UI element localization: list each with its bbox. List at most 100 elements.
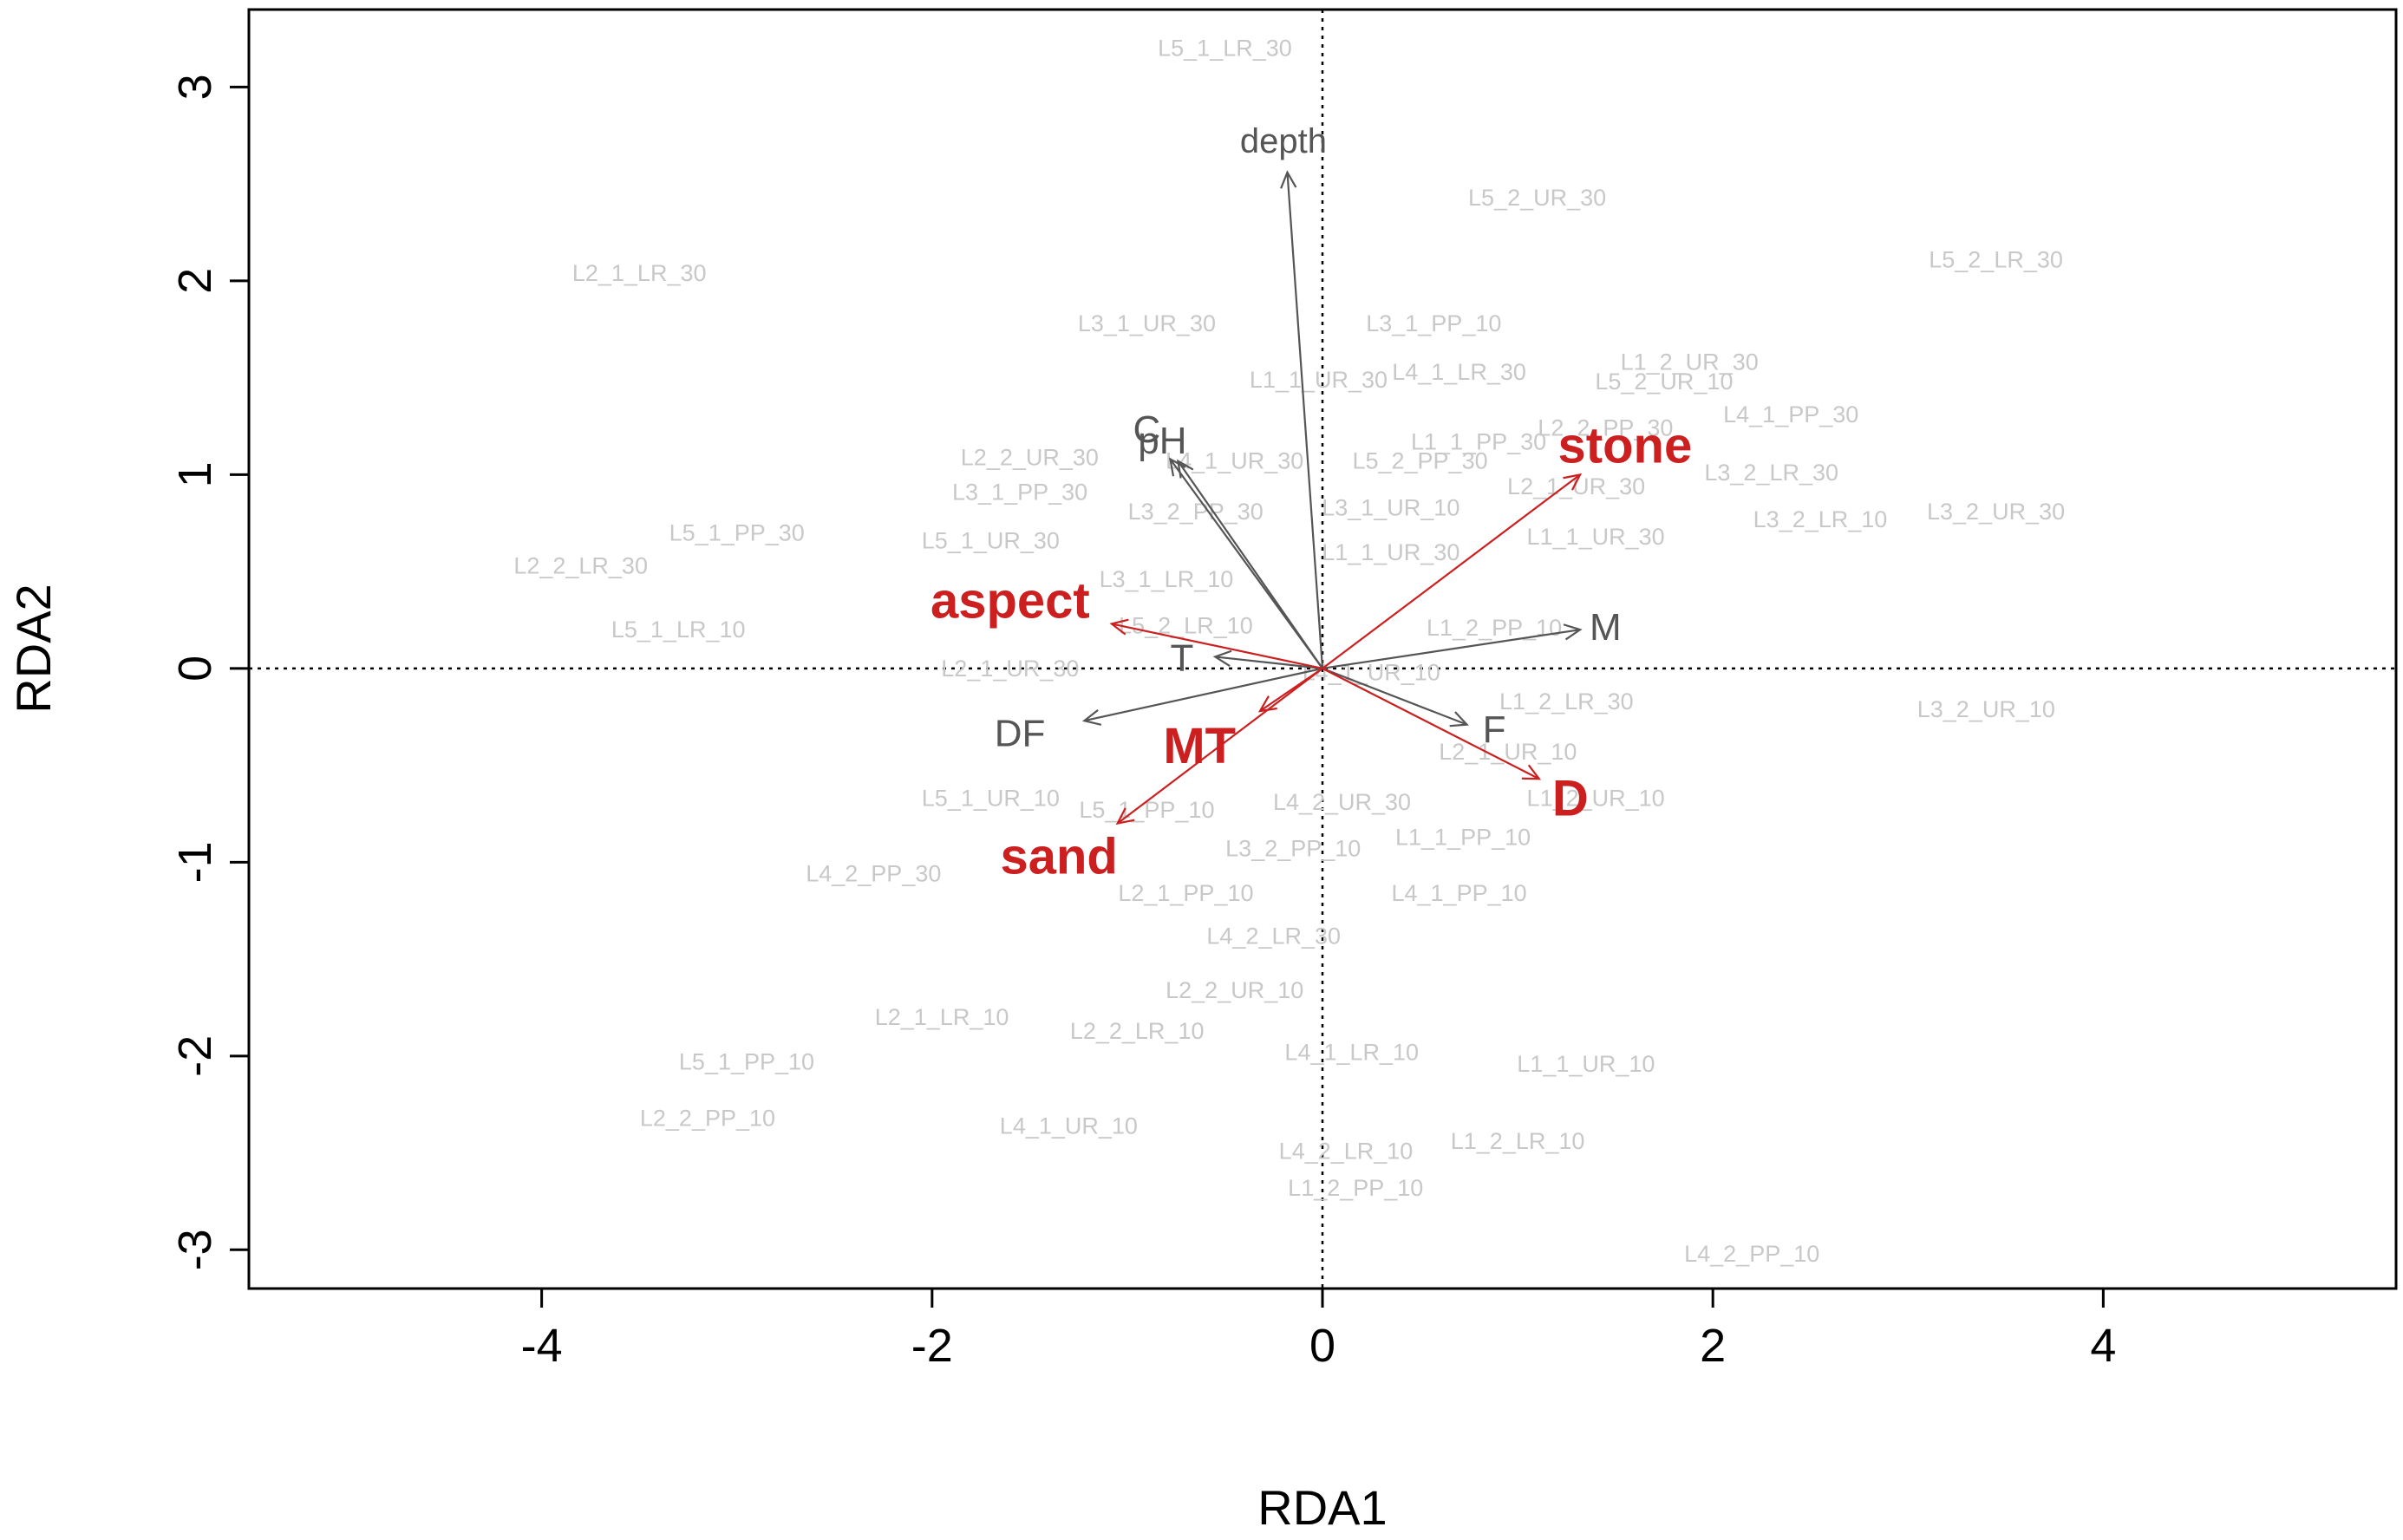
site-label: L5_1_PP_10	[679, 1049, 814, 1075]
site-label: L5_2_UR_30	[1468, 185, 1606, 211]
site-label: L1_2_PP_10	[1427, 615, 1562, 641]
vector-arrow	[1322, 667, 1467, 726]
reference-lines	[249, 10, 2396, 1289]
y-tick-label: 1	[169, 461, 221, 487]
site-label: L5_2_LR_10	[1119, 613, 1253, 639]
vector-arrow	[1116, 667, 1323, 825]
site-label: L5_1_UR_30	[922, 527, 1060, 553]
site-label: L3_2_UR_10	[1917, 696, 2055, 722]
site-label: L2_2_PP_10	[640, 1105, 775, 1131]
site-label: L5_2_LR_30	[1929, 246, 2063, 272]
vector-arrow	[1084, 667, 1323, 722]
site-label: L5_1_LR_30	[1158, 36, 1292, 62]
site-label: L5_1_LR_10	[611, 617, 746, 643]
x-tick-label: 4	[2090, 1320, 2116, 1372]
y-axis: -3 -2 -1 0 1 2 3	[169, 74, 249, 1270]
site-label: L2_1_UR_30	[941, 656, 1079, 682]
site-label: L1_2_LR_10	[1451, 1128, 1585, 1154]
vector-arrowhead	[1563, 473, 1583, 491]
vector-sand: sand	[1000, 667, 1323, 884]
x-tick-label: -2	[911, 1320, 953, 1372]
vector-depth: depth	[1240, 122, 1327, 669]
site-label: L3_2_PP_30	[1128, 499, 1264, 525]
site-label: L3_1_UR_30	[1078, 310, 1216, 336]
vector-label: aspect	[931, 572, 1090, 629]
site-label: L3_1_LR_10	[1100, 566, 1234, 592]
site-label: L4_1_UR_10	[1303, 659, 1440, 685]
vector-t: T	[1170, 637, 1323, 680]
vector-arrowhead	[1081, 708, 1102, 726]
site-label: L4_1_UR_30	[1166, 448, 1303, 474]
vector-arrowhead	[1115, 807, 1135, 825]
vector-label: depth	[1240, 122, 1327, 160]
site-label: L5_1_UR_10	[922, 786, 1060, 812]
site-label: L4_1_PP_10	[1391, 880, 1526, 906]
vector-arrow	[1322, 629, 1581, 669]
vector-f: F	[1322, 667, 1506, 751]
site-label: L1_2_UR_10	[1527, 786, 1665, 812]
site-label: L2_2_LR_10	[1070, 1018, 1205, 1044]
site-label: L1_2_LR_30	[1499, 688, 1634, 715]
vector-arrowhead	[1449, 711, 1469, 728]
vector-df: DF	[995, 667, 1323, 755]
site-label: L3_2_UR_30	[1927, 499, 2065, 525]
y-tick-label: 0	[169, 656, 221, 682]
site-label: L2_1_LR_30	[572, 260, 707, 286]
vector-arrow	[1215, 656, 1323, 669]
vector-arrow	[1322, 473, 1581, 669]
vector-aspect: aspect	[931, 572, 1323, 669]
site-label: L1_2_UR_30	[1621, 349, 1759, 375]
vector-ph: pH	[1138, 420, 1323, 669]
vector-m: M	[1322, 606, 1622, 669]
site-label: L4_2_UR_30	[1273, 789, 1411, 815]
y-tick-label: -1	[169, 841, 221, 883]
site-label: L1_1_UR_30	[1250, 367, 1388, 393]
site-labels: L5_1_LR_30 L5_2_UR_30 L5_2_LR_30 L2_1_LR_30…	[513, 36, 2065, 1267]
vector-label: sand	[1000, 828, 1117, 884]
y-tick-label: -3	[169, 1229, 221, 1270]
vector-d: D	[1322, 667, 1589, 826]
vector-label: M	[1590, 606, 1622, 649]
site-label: L2_2_UR_10	[1166, 977, 1303, 1003]
site-label: L3_2_LR_30	[1704, 460, 1838, 486]
vector-arrow	[1286, 172, 1324, 669]
site-label: L4_2_PP_10	[1684, 1241, 1819, 1267]
site-label: L5_2_UR_10	[1595, 369, 1733, 395]
site-label: L3_2_LR_10	[1753, 506, 1888, 532]
site-label: L4_1_PP_30	[1723, 401, 1858, 427]
site-label: L3_1_PP_30	[952, 479, 1087, 505]
site-label: L5_1_PP_30	[669, 519, 805, 545]
vector-label: D	[1552, 770, 1589, 826]
site-label: L4_1_LR_30	[1392, 359, 1526, 385]
site-label: L1_1_PP_10	[1395, 824, 1531, 850]
x-axis: -4 -2 0 2 4	[521, 1289, 2116, 1372]
site-label: L3_1_PP_10	[1366, 310, 1501, 336]
site-label: L3_2_PP_10	[1225, 836, 1361, 862]
vector-label: T	[1170, 637, 1193, 680]
x-axis-title: RDA1	[1257, 1480, 1387, 1535]
site-label: L1_1_PP_30	[1411, 428, 1546, 454]
site-label: L1_1_UR_30	[1322, 539, 1459, 565]
site-label: L1_1_UR_10	[1517, 1051, 1655, 1077]
site-label: L2_2_PP_30	[1538, 415, 1673, 441]
site-label: L2_2_UR_30	[961, 444, 1099, 470]
vector-arrowhead	[1212, 649, 1232, 667]
site-label: L2_1_LR_10	[875, 1004, 1009, 1030]
vector-arrow	[1169, 458, 1323, 669]
vector-label: stone	[1558, 418, 1693, 474]
x-tick-label: 2	[1700, 1320, 1726, 1372]
vector-label: MT	[1163, 718, 1236, 774]
site-label: L1_1_UR_30	[1527, 524, 1665, 550]
y-tick-label: -2	[169, 1035, 221, 1077]
site-label: L4_2_LR_30	[1206, 923, 1341, 949]
vector-arrow	[1111, 623, 1323, 669]
site-label: L4_1_UR_10	[1000, 1113, 1138, 1139]
vector-stone: stone	[1322, 418, 1692, 669]
vector-label: DF	[995, 713, 1046, 755]
vector-arrowhead	[1521, 764, 1542, 780]
y-tick-label: 2	[169, 268, 221, 294]
site-label: L1_2_PP_10	[1288, 1175, 1423, 1201]
